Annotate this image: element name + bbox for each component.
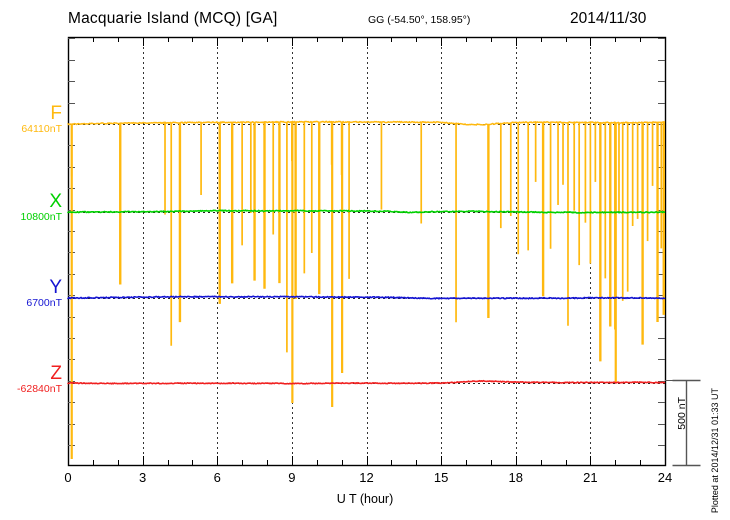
x-tick-label-0: 0 — [64, 470, 72, 485]
component-label-z: Z -62840nT — [0, 364, 62, 396]
x-tick-label-15: 15 — [433, 470, 449, 485]
x-tick-label-9: 9 — [288, 470, 296, 485]
component-label-x: X 10800nT — [0, 192, 62, 224]
component-baseline-z: -62840nT — [17, 383, 62, 395]
component-baseline-y: 6700nT — [26, 297, 62, 309]
trace-layer — [67, 120, 666, 459]
component-label-f: F 64110nT — [0, 104, 62, 136]
component-symbol-f: F — [50, 103, 62, 124]
component-baseline-x: 10800nT — [20, 211, 62, 223]
x-axis-title: U T (hour) — [336, 492, 394, 506]
component-symbol-z: Z — [50, 363, 62, 384]
component-symbol-y: Y — [49, 277, 62, 298]
component-baseline-f: 64110nT — [21, 123, 62, 135]
x-tick-label-21: 21 — [583, 470, 598, 485]
scale-bar-label: 500 nT — [676, 397, 688, 430]
plot-frame — [67, 36, 667, 467]
x-tick-label-3: 3 — [139, 470, 147, 485]
observation-date: 2014/11/30 — [570, 10, 647, 27]
component-label-y: Y 6700nT — [0, 278, 62, 310]
x-tick-label-18: 18 — [508, 470, 523, 485]
page-title: Macquarie Island (MCQ) [GA] — [68, 10, 278, 27]
x-tick-label-12: 12 — [359, 470, 374, 485]
scale-bar — [665, 379, 701, 467]
component-symbol-x: X — [49, 191, 62, 212]
x-tick-label-6: 6 — [213, 470, 221, 485]
plotted-at-label: Plotted at 2014/12/31 01:33 UT — [710, 388, 720, 514]
grid-layer — [68, 37, 665, 465]
geographic-coordinates: GG (-54.50°, 158.95°) — [368, 14, 471, 26]
x-tick-label-24: 24 — [657, 470, 673, 485]
